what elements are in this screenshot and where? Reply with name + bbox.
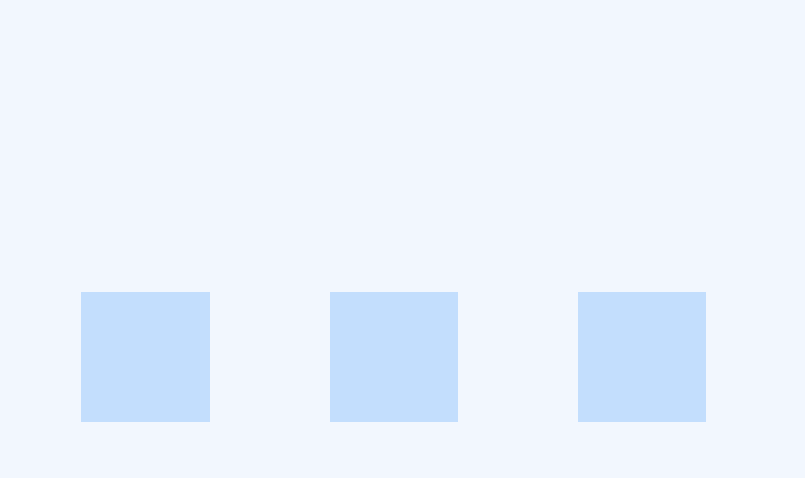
placeholder-card-2[interactable] — [330, 292, 458, 422]
placeholder-card-3[interactable] — [578, 292, 706, 422]
placeholder-card-2-label — [330, 292, 458, 422]
empty-footer-region — [0, 422, 805, 478]
placeholder-card-row — [0, 292, 805, 422]
placeholder-card-3-label — [578, 292, 706, 422]
empty-header-region — [0, 0, 805, 292]
placeholder-card-1-label — [81, 292, 210, 422]
placeholder-card-1[interactable] — [81, 292, 210, 422]
